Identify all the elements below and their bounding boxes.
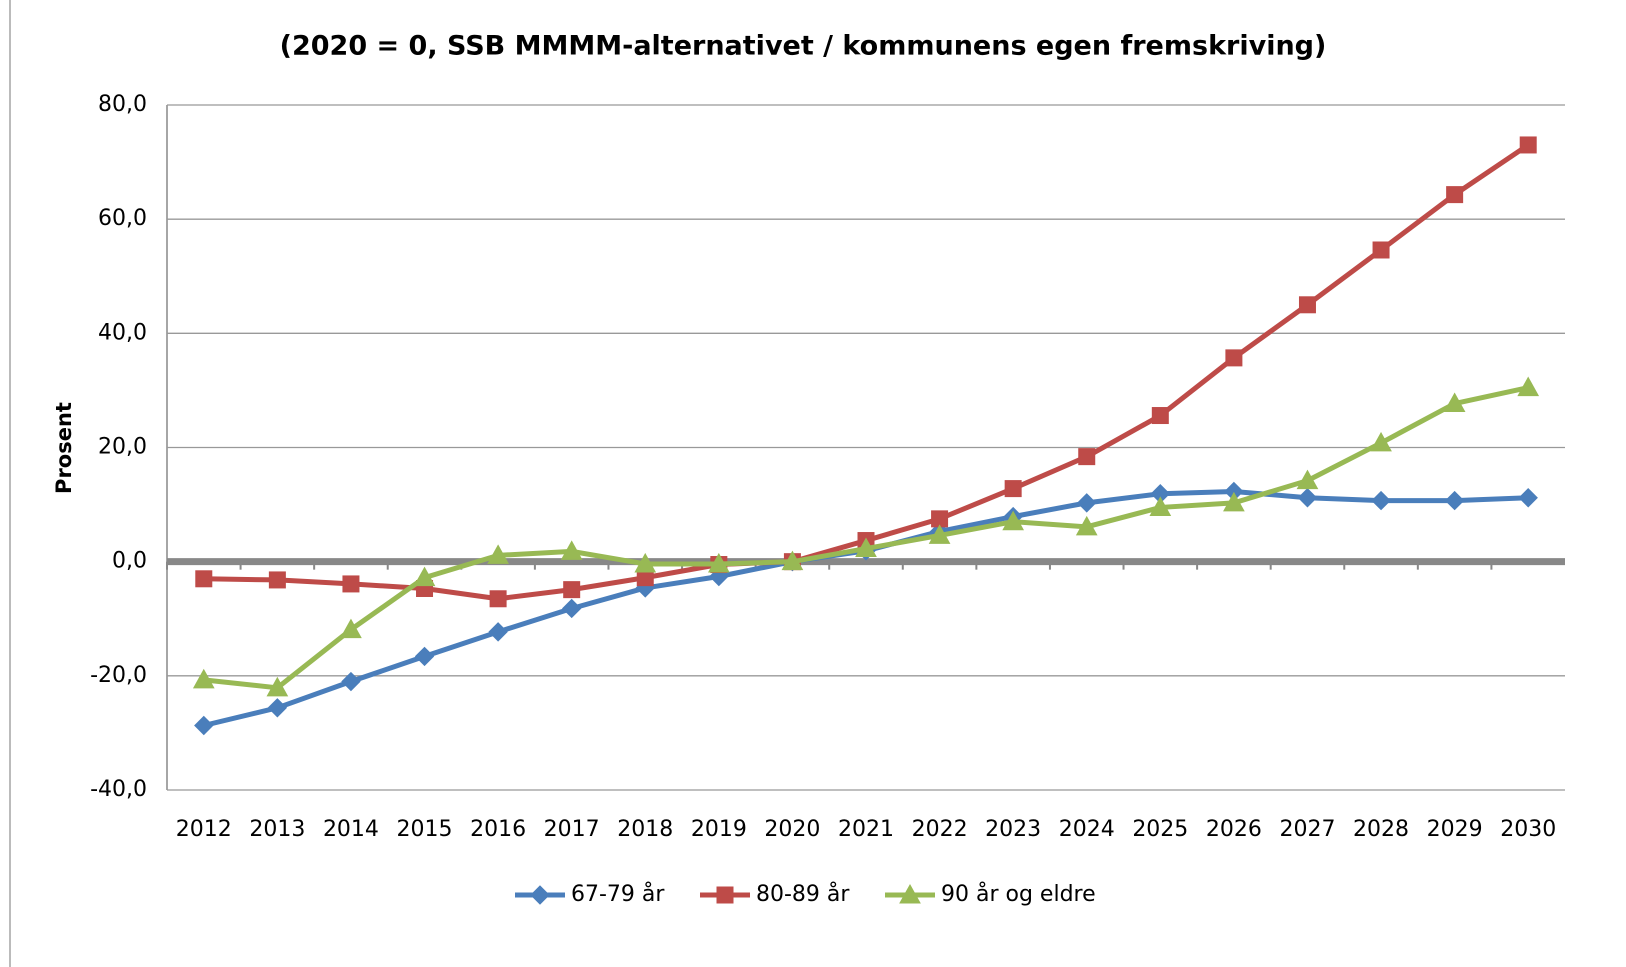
data-point (1002, 510, 1025, 531)
data-point (561, 598, 582, 619)
legend-label: 67-79 år (571, 881, 665, 907)
legend-marker (899, 883, 921, 904)
data-point (1223, 491, 1245, 512)
x-tick-label: 2014 (323, 817, 379, 842)
y-tick-label: 0,0 (112, 549, 147, 574)
data-point (855, 537, 877, 558)
data-point (1296, 469, 1319, 490)
data-point (560, 540, 583, 560)
data-point (634, 552, 657, 573)
data-point (563, 581, 581, 599)
data-point (928, 524, 951, 544)
data-point (1444, 490, 1465, 511)
data-point (194, 715, 214, 736)
data-point (1372, 241, 1390, 259)
x-tick-label: 2018 (617, 817, 673, 842)
y-tick-label: 40,0 (98, 320, 147, 345)
data-point (781, 550, 804, 571)
x-tick-label: 2025 (1132, 817, 1188, 842)
data-point (1443, 392, 1466, 413)
x-tick-label: 2030 (1500, 817, 1556, 842)
data-point (1225, 349, 1243, 367)
data-point (266, 676, 289, 697)
data-point (195, 570, 213, 588)
data-point (489, 590, 507, 608)
x-tick-label: 2022 (912, 817, 968, 842)
data-point (1297, 488, 1318, 508)
data-point (1075, 515, 1098, 536)
x-tick-label: 2023 (985, 817, 1041, 842)
data-point (268, 571, 286, 589)
chart-title: (2020 = 0, SSB MMMM-alternativet / kommu… (280, 31, 1327, 62)
x-tick-label: 2015 (397, 817, 453, 842)
data-point (1078, 448, 1096, 466)
x-tick-label: 2020 (764, 817, 820, 842)
data-point (342, 575, 360, 593)
data-point (340, 618, 362, 639)
data-point (192, 668, 215, 689)
y-tick-label: -20,0 (90, 663, 147, 688)
y-tick-label: -40,0 (90, 777, 147, 802)
data-point (488, 622, 508, 642)
y-tick-label: 20,0 (98, 435, 147, 460)
data-point (487, 544, 509, 564)
y-tick-label: 60,0 (98, 206, 147, 231)
data-point (1004, 480, 1022, 498)
data-point (1519, 136, 1537, 154)
y-axis-label: Prosent (52, 402, 76, 494)
data-point (1446, 186, 1464, 204)
x-tick-label: 2027 (1279, 817, 1335, 842)
x-tick-label: 2028 (1353, 817, 1409, 842)
data-point (414, 646, 435, 667)
legend-marker (716, 886, 734, 904)
data-point (1518, 488, 1538, 508)
x-tick-label: 2013 (249, 817, 305, 842)
x-tick-label: 2016 (470, 817, 526, 842)
legend-marker (530, 885, 550, 905)
data-point (413, 566, 436, 587)
data-point (1151, 407, 1169, 425)
x-tick-label: 2012 (176, 817, 232, 842)
x-tick-label: 2026 (1206, 817, 1262, 842)
x-tick-label: 2021 (838, 817, 894, 842)
y-tick-label: 80,0 (98, 92, 147, 117)
x-tick-label: 2017 (544, 817, 600, 842)
series-line (203, 488, 1529, 728)
data-point (1149, 496, 1172, 516)
series-line (203, 142, 1530, 602)
data-point (341, 671, 361, 692)
data-point (1077, 493, 1097, 513)
data-point (1371, 490, 1391, 511)
x-tick-label: 2024 (1059, 817, 1115, 842)
x-tick-label: 2029 (1427, 817, 1483, 842)
data-point (1370, 431, 1392, 452)
data-point (267, 698, 288, 718)
x-tick-label: 2019 (691, 817, 747, 842)
legend-label: 80-89 år (756, 881, 850, 907)
data-point (707, 552, 730, 573)
data-point (1298, 296, 1316, 314)
data-point (1517, 376, 1540, 397)
legend-label: 90 år og eldre (941, 881, 1096, 907)
